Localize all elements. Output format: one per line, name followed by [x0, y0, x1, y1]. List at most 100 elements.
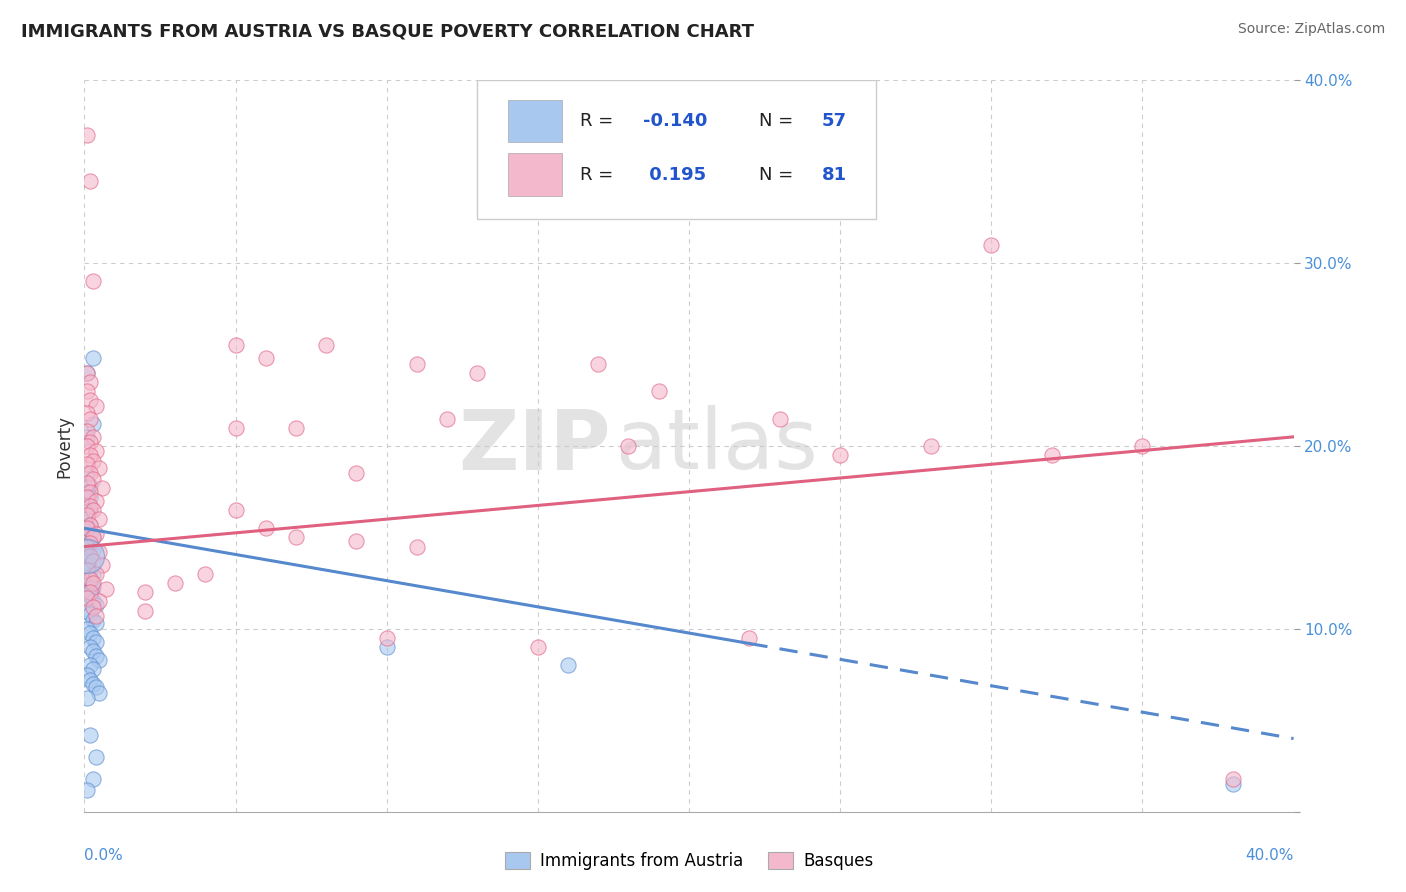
Point [76, 585, 98, 599]
Point [86, 444, 108, 458]
Point [76, 571, 98, 585]
Y-axis label: Poverty: Poverty [55, 415, 73, 477]
Point [82, 503, 104, 517]
Point [86, 649, 108, 664]
Text: 40.0%: 40.0% [1246, 848, 1294, 863]
Point [82, 567, 104, 582]
Point [588, 357, 610, 371]
Point [79, 552, 101, 566]
Point [76, 591, 98, 605]
Point [82, 351, 104, 366]
Point [467, 366, 489, 380]
Point [79, 549, 101, 563]
Point [1222, 777, 1244, 791]
Point [285, 530, 308, 544]
Point [76, 425, 98, 439]
Point [79, 517, 101, 532]
Point [436, 411, 458, 425]
Point [134, 585, 156, 599]
Point [79, 585, 101, 599]
Point [375, 631, 398, 645]
Point [76, 406, 98, 420]
Point [76, 540, 98, 554]
Point [79, 174, 101, 188]
Point [86, 609, 108, 624]
Point [830, 448, 852, 462]
Point [254, 521, 277, 535]
Point [76, 549, 98, 563]
Point [76, 508, 98, 523]
Text: N =: N = [759, 112, 799, 130]
Point [89, 461, 111, 475]
Text: 0.0%: 0.0% [84, 848, 124, 863]
Point [79, 435, 101, 450]
Point [76, 384, 98, 398]
Point [79, 728, 101, 742]
Text: N =: N = [759, 167, 799, 185]
Legend: Immigrants from Austria, Basques: Immigrants from Austria, Basques [498, 845, 880, 877]
Point [86, 526, 108, 541]
Text: R =: R = [581, 112, 619, 130]
Point [76, 558, 98, 572]
Point [76, 498, 98, 512]
Point [346, 467, 368, 481]
Point [79, 640, 101, 655]
Point [82, 599, 104, 614]
Point [82, 594, 104, 608]
Point [76, 490, 98, 504]
Point [82, 530, 104, 544]
Text: Source: ZipAtlas.com: Source: ZipAtlas.com [1237, 22, 1385, 37]
Point [76, 128, 98, 143]
Point [82, 472, 104, 486]
Point [89, 545, 111, 559]
Point [225, 338, 247, 352]
Point [76, 475, 98, 490]
Point [79, 517, 101, 532]
Point [79, 448, 101, 462]
Point [225, 421, 247, 435]
Point [1222, 772, 1244, 786]
Point [557, 658, 579, 673]
FancyBboxPatch shape [508, 100, 562, 143]
Point [76, 603, 98, 617]
Point [82, 631, 104, 645]
Point [617, 439, 640, 453]
Point [76, 484, 98, 499]
Point [79, 589, 101, 603]
Point [82, 676, 104, 690]
Point [79, 375, 101, 389]
Point [79, 673, 101, 687]
Text: R =: R = [581, 167, 619, 185]
Point [82, 453, 104, 467]
Point [89, 512, 111, 526]
Point [82, 543, 104, 558]
Point [76, 439, 98, 453]
FancyBboxPatch shape [508, 153, 562, 196]
Point [89, 653, 111, 667]
Point [82, 662, 104, 676]
Point [82, 613, 104, 627]
Point [82, 576, 104, 591]
Point [79, 500, 101, 514]
Point [79, 490, 101, 504]
Point [76, 457, 98, 471]
Point [86, 399, 108, 413]
Point [82, 530, 104, 544]
Text: IMMIGRANTS FROM AUSTRIA VS BASQUE POVERTY CORRELATION CHART: IMMIGRANTS FROM AUSTRIA VS BASQUE POVERT… [21, 22, 754, 40]
Point [76, 667, 98, 681]
Point [76, 521, 98, 535]
Point [82, 554, 104, 568]
Point [738, 631, 761, 645]
Point [1130, 439, 1153, 453]
Point [76, 512, 98, 526]
Point [79, 479, 101, 493]
Point [76, 467, 98, 481]
Point [76, 622, 98, 636]
Point [94, 582, 117, 596]
Point [79, 625, 101, 640]
FancyBboxPatch shape [478, 80, 876, 219]
Point [920, 439, 942, 453]
Point [86, 494, 108, 508]
Point [254, 351, 277, 366]
Point [79, 503, 101, 517]
